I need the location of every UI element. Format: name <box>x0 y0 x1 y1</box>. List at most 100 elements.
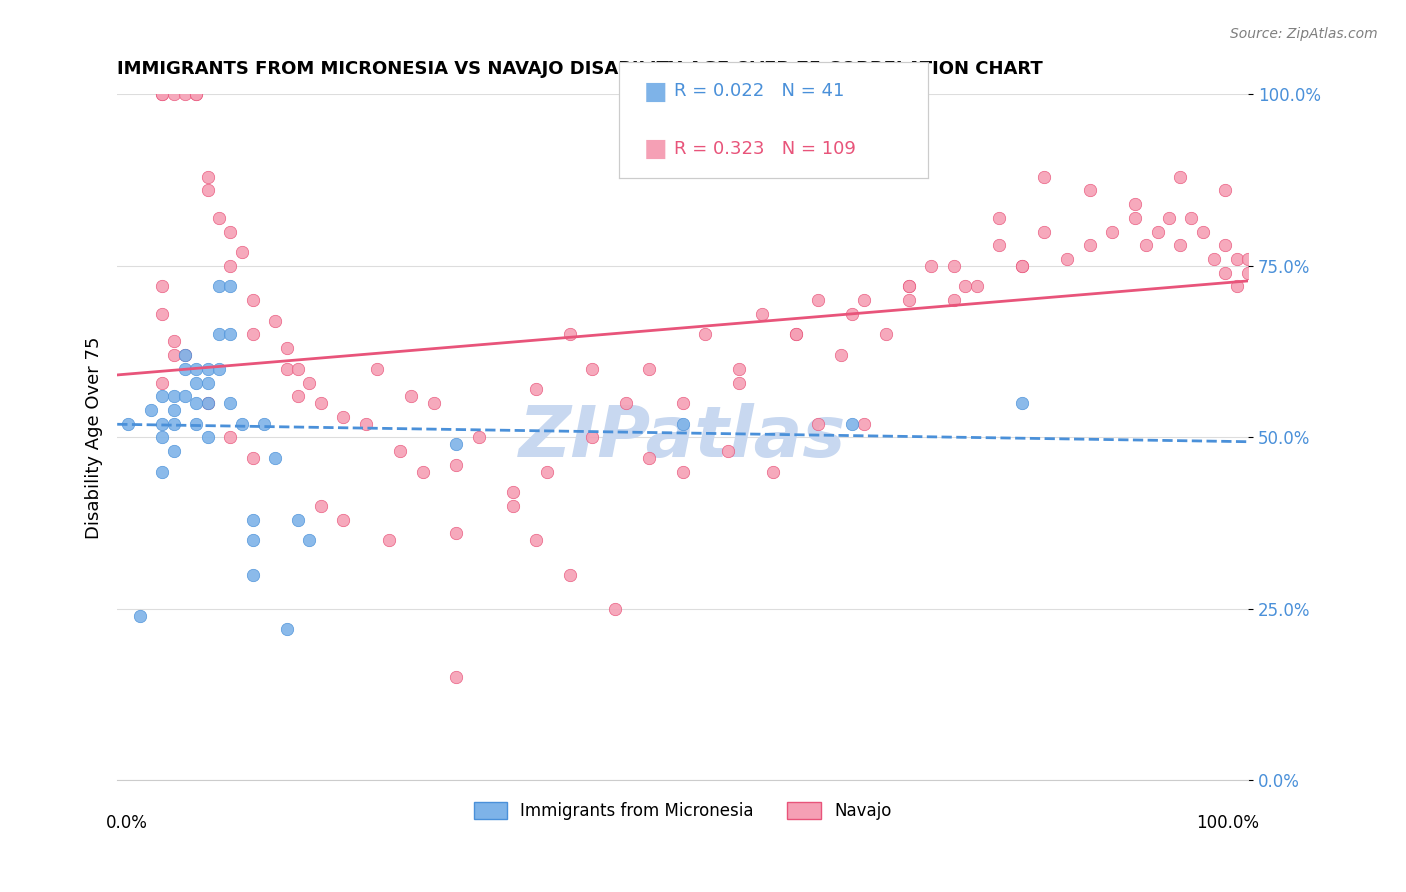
Point <box>966 279 988 293</box>
Point <box>1202 252 1225 266</box>
Point <box>152 87 174 102</box>
Text: 0.0%: 0.0% <box>105 814 148 832</box>
Point <box>197 396 219 410</box>
Point <box>242 293 264 308</box>
Point <box>1011 396 1033 410</box>
Text: Source: ZipAtlas.com: Source: ZipAtlas.com <box>1230 27 1378 41</box>
Point <box>197 376 219 390</box>
Point <box>1011 259 1033 273</box>
Point <box>377 533 399 548</box>
Text: R = 0.022   N = 41: R = 0.022 N = 41 <box>675 82 845 101</box>
Point <box>231 417 253 431</box>
Point <box>354 417 377 431</box>
Point <box>219 327 242 342</box>
Point <box>298 533 321 548</box>
Point <box>446 670 468 684</box>
Point <box>830 348 852 362</box>
Point <box>152 376 174 390</box>
Point <box>558 567 581 582</box>
Point <box>276 341 298 355</box>
Point <box>219 279 242 293</box>
Point <box>174 87 197 102</box>
Point <box>1226 252 1249 266</box>
Point <box>174 361 197 376</box>
Point <box>186 417 208 431</box>
Point <box>332 513 354 527</box>
Point <box>197 430 219 444</box>
Point <box>897 279 920 293</box>
Point <box>197 396 219 410</box>
Point <box>1123 211 1146 225</box>
Point <box>242 533 264 548</box>
Point <box>1078 238 1101 252</box>
Point <box>163 87 186 102</box>
Point <box>152 465 174 479</box>
Text: 100.0%: 100.0% <box>1197 814 1260 832</box>
Point <box>219 259 242 273</box>
Point <box>852 293 875 308</box>
Point <box>841 417 863 431</box>
Point <box>717 444 740 458</box>
Point <box>502 499 524 513</box>
Point <box>186 87 208 102</box>
Point <box>762 465 785 479</box>
Point <box>1191 225 1213 239</box>
Point <box>614 396 637 410</box>
Point <box>174 348 197 362</box>
Point <box>852 417 875 431</box>
Point <box>536 465 558 479</box>
Point <box>309 396 332 410</box>
Point <box>1215 184 1237 198</box>
Point <box>117 417 139 431</box>
Point <box>1033 225 1056 239</box>
Point <box>152 279 174 293</box>
Point <box>186 87 208 102</box>
Point <box>1135 238 1157 252</box>
Point <box>943 293 966 308</box>
Point <box>751 307 773 321</box>
Point <box>186 361 208 376</box>
Point <box>219 430 242 444</box>
Point <box>186 376 208 390</box>
Point <box>1215 238 1237 252</box>
Point <box>208 327 231 342</box>
Point <box>276 361 298 376</box>
Point <box>174 348 197 362</box>
Point <box>1180 211 1202 225</box>
Point <box>197 169 219 184</box>
Point <box>423 396 446 410</box>
Point <box>242 327 264 342</box>
Point <box>581 430 603 444</box>
Point <box>197 361 219 376</box>
Point <box>388 444 411 458</box>
Point <box>728 361 751 376</box>
Point <box>581 361 603 376</box>
Point <box>411 465 433 479</box>
Point <box>366 361 388 376</box>
Point <box>1146 225 1168 239</box>
Point <box>1056 252 1078 266</box>
Point <box>785 327 807 342</box>
Point <box>1168 169 1191 184</box>
Text: IMMIGRANTS FROM MICRONESIA VS NAVAJO DISABILITY AGE OVER 75 CORRELATION CHART: IMMIGRANTS FROM MICRONESIA VS NAVAJO DIS… <box>117 60 1043 78</box>
Point <box>186 396 208 410</box>
Point <box>671 396 693 410</box>
Point <box>139 403 162 417</box>
Point <box>807 293 830 308</box>
Point <box>785 327 807 342</box>
Y-axis label: Disability Age Over 75: Disability Age Over 75 <box>86 336 103 539</box>
Point <box>264 450 287 465</box>
Point <box>897 293 920 308</box>
Point <box>671 465 693 479</box>
Point <box>1011 259 1033 273</box>
Point <box>128 608 150 623</box>
Point <box>637 361 659 376</box>
Point <box>943 259 966 273</box>
Point <box>988 238 1011 252</box>
Point <box>1101 225 1123 239</box>
Text: ■: ■ <box>644 137 666 161</box>
Point <box>287 513 309 527</box>
Point <box>841 307 863 321</box>
Point <box>163 444 186 458</box>
Point <box>1078 184 1101 198</box>
